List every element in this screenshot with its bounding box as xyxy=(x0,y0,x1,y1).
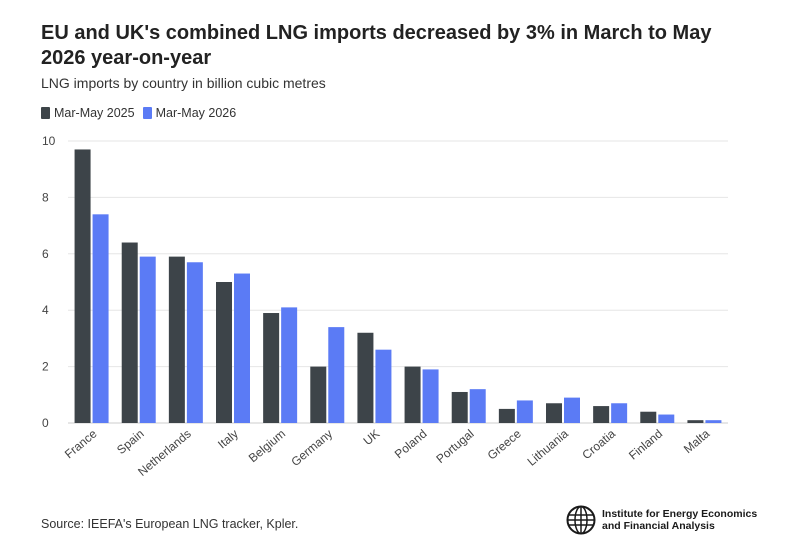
x-tick-label: Greece xyxy=(485,426,524,462)
legend: Mar-May 2025 Mar-May 2026 xyxy=(41,106,244,120)
bar-2026-italy xyxy=(234,273,250,423)
logo-text: Institute for Energy Economics and Finan… xyxy=(602,508,757,532)
y-tick-label: 2 xyxy=(42,360,49,374)
bar-2026-netherlands xyxy=(186,262,203,423)
bar-2026-germany xyxy=(328,327,345,423)
bar-2026-belgium xyxy=(281,307,298,423)
bar-2025-finland xyxy=(640,411,657,423)
bar-2026-spain xyxy=(139,256,156,423)
bar-2025-portugal xyxy=(451,391,468,423)
x-tick-label: Spain xyxy=(114,427,147,457)
chart-subtitle: LNG imports by country in billion cubic … xyxy=(41,75,326,91)
x-tick-label: UK xyxy=(361,427,383,448)
x-tick-label: Croatia xyxy=(579,426,618,462)
bar-2026-uk xyxy=(375,349,392,423)
legend-swatch-2026 xyxy=(142,107,152,119)
bar-2025-spain xyxy=(121,242,138,423)
chart-title: EU and UK's combined LNG imports decreas… xyxy=(41,22,712,69)
bar-2025-italy xyxy=(216,282,232,423)
y-tick-label: 6 xyxy=(42,247,49,261)
x-tick-label: Poland xyxy=(392,427,430,462)
x-tick-label: Portugal xyxy=(433,427,476,466)
legend-item-2025: Mar-May 2025 xyxy=(41,106,135,120)
bar-2025-poland xyxy=(404,366,421,423)
bar-2025-netherlands xyxy=(168,256,185,423)
bar-2025-greece xyxy=(498,408,515,423)
bar-2026-france xyxy=(92,214,109,423)
bar-2026-poland xyxy=(422,369,439,423)
y-tick-label: 10 xyxy=(42,134,56,148)
y-tick-label: 4 xyxy=(42,303,49,317)
x-tick-label: Italy xyxy=(215,427,241,452)
bar-2025-germany xyxy=(310,366,327,423)
x-tick-label: Lithuania xyxy=(525,426,572,468)
bar-2026-malta xyxy=(705,420,722,423)
logo-text-line2: and Financial Analysis xyxy=(602,520,715,532)
y-tick-label: 0 xyxy=(42,416,49,430)
bar-2026-croatia xyxy=(611,403,628,423)
logo-text-line1: Institute for Energy Economics xyxy=(602,508,758,520)
legend-label-2026: Mar-May 2026 xyxy=(155,106,237,120)
x-tick-label: Malta xyxy=(681,426,713,456)
x-tick-label: France xyxy=(62,426,100,461)
y-tick-label: 8 xyxy=(42,190,49,204)
bar-2025-belgium xyxy=(263,313,280,423)
bar-2026-portugal xyxy=(469,389,486,423)
bar-2025-france xyxy=(74,149,91,423)
x-tick-label: Finland xyxy=(626,427,665,463)
legend-item-2026: Mar-May 2026 xyxy=(142,106,237,120)
bar-2025-croatia xyxy=(593,406,610,423)
bar-2025-lithuania xyxy=(546,403,562,423)
bar-2026-finland xyxy=(658,414,675,423)
bar-2026-lithuania xyxy=(564,397,580,423)
bar-2025-malta xyxy=(687,420,704,423)
bar-2026-greece xyxy=(516,400,533,423)
ieefa-logo: Institute for Energy Economics and Finan… xyxy=(566,505,757,535)
legend-swatch-2025 xyxy=(41,107,50,119)
x-tick-label: Germany xyxy=(288,427,335,469)
source-note: Source: IEEFA's European LNG tracker, Kp… xyxy=(41,517,299,531)
bar-2025-uk xyxy=(357,332,374,423)
globe-icon xyxy=(566,505,596,535)
legend-label-2025: Mar-May 2025 xyxy=(54,106,135,120)
x-tick-label: Belgium xyxy=(246,427,288,466)
